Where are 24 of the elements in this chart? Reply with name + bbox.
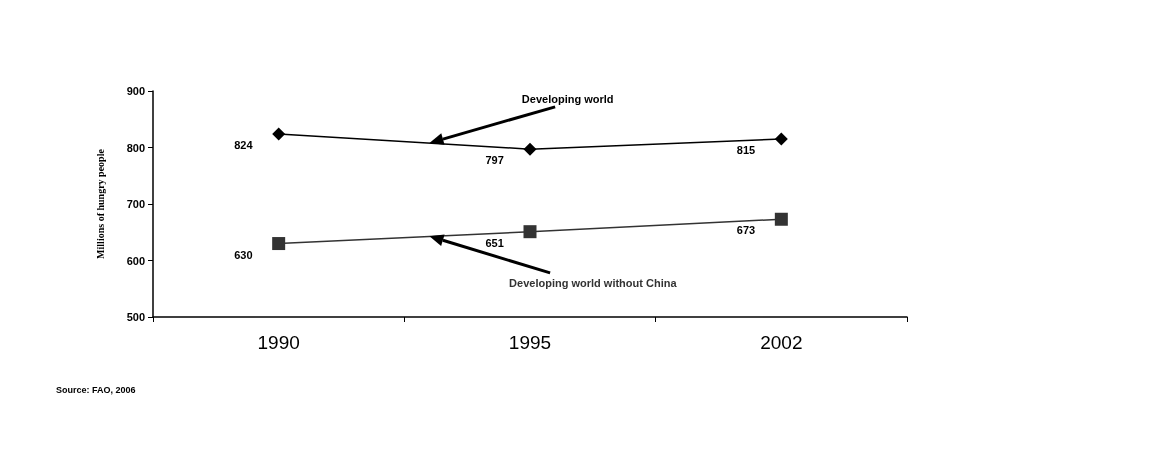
data-label: 651 — [485, 236, 504, 249]
text: Developing world without China — [509, 277, 678, 290]
source-note: Source: FAO, 2006 — [56, 384, 136, 395]
point — [774, 132, 788, 146]
y-tick-label: 900 — [126, 85, 145, 97]
point — [272, 237, 286, 251]
point — [523, 225, 537, 239]
x-tick-label: 1990 — [257, 332, 300, 353]
y-tick-label: 600 — [126, 254, 145, 267]
data-label: 673 — [736, 224, 756, 237]
data-label: 815 — [736, 144, 756, 157]
y-axis-title: Millions of hungry people — [94, 148, 106, 259]
point — [523, 142, 537, 156]
y-tick-label: 700 — [126, 198, 145, 210]
y-tick-label: 800 — [126, 141, 145, 154]
text: Developing world — [521, 93, 614, 106]
data-label: 797 — [485, 154, 504, 167]
data-label: 630 — [234, 248, 253, 261]
y-tick-label: 500 — [126, 311, 145, 323]
point — [272, 127, 286, 141]
x-tick-label: 2002 — [760, 332, 803, 353]
point — [774, 212, 788, 226]
x-tick-label: 1995 — [508, 332, 552, 353]
data-label: 824 — [234, 138, 254, 151]
